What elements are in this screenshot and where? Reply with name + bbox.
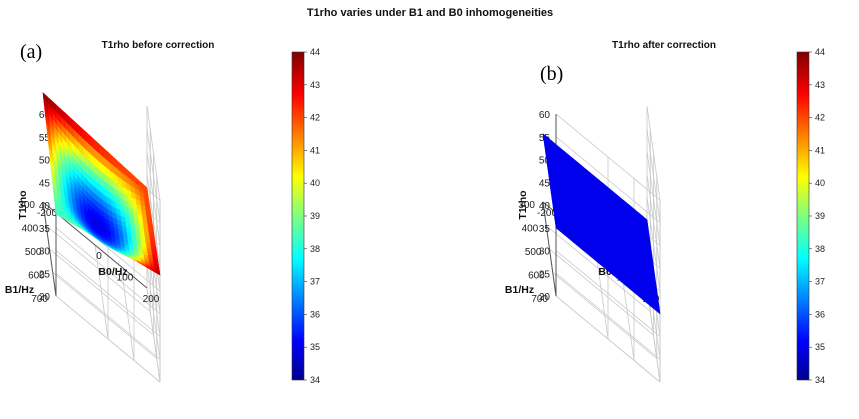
y-gridline xyxy=(555,295,661,383)
y-tick-label: 600 xyxy=(528,271,545,282)
z-tick-label: 60 xyxy=(539,110,551,121)
z-axis-label: T1rho xyxy=(17,190,29,219)
surface-patch xyxy=(642,215,648,225)
surface-patch xyxy=(141,213,148,219)
y-axis-line xyxy=(42,201,57,297)
colorbar-gradient xyxy=(796,51,810,381)
colorbar-tick-label: 43 xyxy=(815,80,825,90)
colorbar-tick-label: 37 xyxy=(815,277,825,287)
z-tick-label: 30 xyxy=(39,247,51,258)
colorbar-tick-label: 38 xyxy=(310,244,320,254)
colorbar-tick-label: 40 xyxy=(310,178,320,188)
panel-label: (b) xyxy=(540,63,563,85)
x-tick-label: -200 xyxy=(537,208,557,219)
y-gridline xyxy=(45,225,151,312)
figure-title: T1rho varies under B1 and B0 inhomogenei… xyxy=(307,7,553,19)
y-tick-label: 500 xyxy=(525,247,542,258)
z-axis-label: T1rho xyxy=(517,190,529,219)
panel-title: T1rho before correction xyxy=(102,40,215,51)
y-tick-label: 600 xyxy=(28,271,45,282)
panel-title: T1rho after correction xyxy=(612,40,716,51)
x-tick-label: 100 xyxy=(117,273,134,284)
y-axis-line xyxy=(542,201,557,297)
colorbar-tick-label: 44 xyxy=(310,47,320,57)
z-tick-label: 45 xyxy=(539,178,551,189)
surface-patch xyxy=(132,242,139,247)
z-tick-label: 25 xyxy=(39,269,51,280)
colorbar-gradient xyxy=(291,51,305,381)
z-tick-label: 50 xyxy=(539,156,551,167)
x-tick-label: 0 xyxy=(96,251,102,262)
z-tick-label: 60 xyxy=(39,110,51,121)
surface-patch xyxy=(135,231,141,237)
z-tick-label: 20 xyxy=(539,292,551,303)
z-tick-label: 35 xyxy=(39,224,51,235)
colorbar-tick-label: 37 xyxy=(310,277,320,287)
y-tick-label: 300 xyxy=(18,200,35,211)
surface-patch xyxy=(145,209,152,215)
colorbar-tick-label: 39 xyxy=(310,211,320,221)
colorbar: 34 35 36 37 38 39 40 41 42 43 44 xyxy=(796,47,825,385)
y-tick-label: 500 xyxy=(25,247,42,258)
z-tick-label: 55 xyxy=(39,133,51,144)
y-gridline xyxy=(552,272,658,359)
surface-patch xyxy=(142,183,148,193)
panel-label: (a) xyxy=(20,41,42,63)
colorbar-tick-label: 41 xyxy=(815,145,825,155)
x-axis-label: B0/Hz xyxy=(98,266,127,278)
y-gridline xyxy=(55,295,161,383)
colorbar-tick-label: 36 xyxy=(815,309,825,319)
y-axis-label: B1/Hz xyxy=(5,284,34,296)
surface-patch xyxy=(131,235,138,241)
y-gridline xyxy=(49,248,154,336)
z-tick-label: 20 xyxy=(39,292,51,303)
colorbar-tick-label: 43 xyxy=(310,80,320,90)
panel-b: 202530354045505560300400500600700-200010… xyxy=(505,40,825,385)
z-tick-label: 35 xyxy=(539,224,551,235)
y-gridline xyxy=(549,248,654,336)
colorbar-tick-label: 41 xyxy=(310,145,320,155)
z-tick-label: 45 xyxy=(39,178,51,189)
y-gridline xyxy=(52,272,158,359)
z-tick-label: 40 xyxy=(39,201,51,212)
surface-patch xyxy=(148,257,154,261)
colorbar-tick-label: 38 xyxy=(815,244,825,254)
x-tick-label: 200 xyxy=(143,294,160,305)
x-tick-label: -200 xyxy=(37,208,57,219)
colorbar-tick-label: 34 xyxy=(815,375,825,385)
y-tick-label: 700 xyxy=(531,294,548,305)
y-axis-label: B1/Hz xyxy=(505,284,534,296)
surface-patch xyxy=(134,222,140,228)
colorbar: 34 35 36 37 38 39 40 41 42 43 44 xyxy=(291,47,320,385)
y-tick-label: 400 xyxy=(522,224,539,235)
surface-patch xyxy=(137,218,144,224)
y-gridline xyxy=(545,225,651,312)
z-tick-label: 25 xyxy=(539,269,551,280)
surface xyxy=(42,92,161,276)
colorbar-tick-label: 35 xyxy=(310,342,320,352)
y-tick-label: 700 xyxy=(31,294,48,305)
panel-a: 20 25 30 35 40 45 50 55 60 300 400 500 600 700 -200 0 10… xyxy=(5,40,320,385)
colorbar-tick-label: 39 xyxy=(815,211,825,221)
colorbar-tick-label: 42 xyxy=(815,113,825,123)
colorbar-tick-label: 34 xyxy=(310,375,320,385)
colorbar-tick-label: 40 xyxy=(815,178,825,188)
colorbar-tick-label: 44 xyxy=(815,47,825,57)
z-tick-label: 30 xyxy=(539,247,551,258)
surface-patch xyxy=(153,260,159,265)
z-tick-label: 40 xyxy=(539,201,551,212)
colorbar-tick-label: 35 xyxy=(815,342,825,352)
y-tick-label: 400 xyxy=(22,224,39,235)
surface xyxy=(542,133,661,315)
y-tick-label: 300 xyxy=(518,200,535,211)
colorbar-tick-label: 42 xyxy=(310,113,320,123)
colorbar-tick-label: 36 xyxy=(310,309,320,319)
z-tick-label: 50 xyxy=(39,156,51,167)
